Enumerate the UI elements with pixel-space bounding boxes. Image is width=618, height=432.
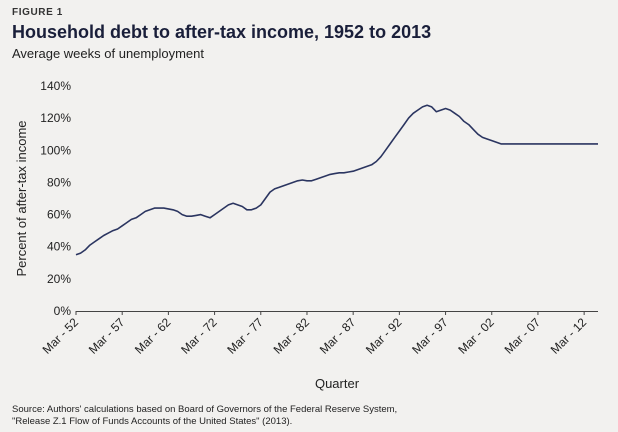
x-tick-label: Mar - 72 (178, 315, 220, 357)
y-tick-label: 120% (40, 111, 71, 125)
y-axis-title: Percent of after-tax income (14, 120, 29, 276)
chart-title: Household debt to after-tax income, 1952… (12, 22, 432, 42)
x-tick-label: Mar - 87 (317, 315, 359, 357)
x-tick-label: Mar - 57 (86, 315, 128, 357)
line-chart: 0%20%40%60%80%100%120%140% Mar - 52 Mar -… (14, 79, 598, 391)
x-tick-label: Mar - 52 (40, 315, 82, 357)
x-tick-label: Mar - 12 (548, 315, 590, 357)
debt-ratio-line (75, 104, 598, 256)
source-line-1: Source: Authors' calculations based on B… (12, 404, 398, 415)
y-tick-label: 80% (47, 175, 71, 189)
y-tick-label: 40% (47, 240, 71, 254)
source-note: Source: Authors' calculations based on B… (12, 404, 397, 428)
x-tick-label: Mar - 77 (224, 315, 266, 357)
chart-subtitle: Average weeks of unemployment (12, 46, 204, 61)
y-tick-label: 140% (40, 79, 71, 93)
y-tick-label: 60% (47, 208, 71, 222)
x-tick-label: Mar - 62 (132, 315, 174, 357)
x-axis-title: Quarter (315, 376, 360, 391)
x-tick-label: Mar - 97 (409, 315, 451, 357)
y-tick-label: 100% (40, 143, 71, 157)
y-tick-label: 0% (54, 304, 72, 318)
figure-label: FIGURE 1 (12, 7, 63, 18)
x-tick-label: Mar - 07 (502, 315, 544, 357)
x-axis-ticks: Mar - 52 Mar - 57 Mar - 62 Mar - 72 Mar - 77… (40, 311, 590, 357)
source-line-2: "Release Z.1 Flow of Funds Accounts of t… (12, 416, 293, 427)
y-axis-ticks: 0% 20% 40% 60% 80% 100% 120% 140% (40, 79, 71, 318)
x-tick-label: Mar - 92 (363, 315, 405, 357)
x-tick-label: Mar - 82 (271, 315, 313, 357)
y-tick-label: 20% (47, 272, 71, 286)
x-tick-label: Mar - 02 (455, 315, 497, 357)
